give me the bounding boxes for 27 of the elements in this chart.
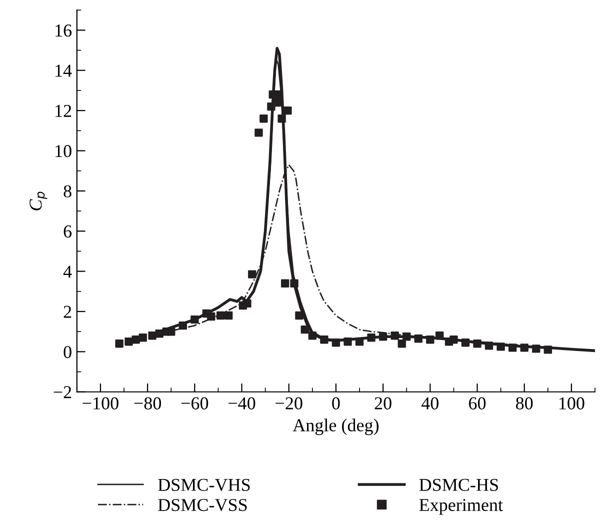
legend-label: DSMC-VSS <box>158 498 247 512</box>
x-tick-label: 40 <box>421 397 438 410</box>
x-tick-label: 0 <box>332 397 340 410</box>
y-axis-title: C$_{p}$ <box>30 192 48 210</box>
legend-label: DSMC-VHS <box>158 478 250 492</box>
y-tick-label: 16 <box>56 24 72 37</box>
x-tick-label: 80 <box>516 397 533 410</box>
y-tick-label: 6 <box>64 225 72 238</box>
x-axis-title: Angle (deg) <box>292 418 379 436</box>
x-tick-label: 20 <box>374 397 392 410</box>
y-tick-label: 0 <box>64 346 72 358</box>
x-tick-label: −60 <box>181 397 208 410</box>
y-tick-label: −2 <box>54 386 72 398</box>
y-tick-label: 4 <box>63 266 72 278</box>
x-tick-label: −100 <box>82 397 118 410</box>
legend-label: DSMC-HS <box>419 478 498 491</box>
x-tick-label: −80 <box>134 397 162 410</box>
x-tick-label: −40 <box>228 397 256 410</box>
x-tick-label: 60 <box>468 397 486 410</box>
y-tick-label: 12 <box>56 104 72 117</box>
x-tick-label: −20 <box>276 397 302 410</box>
y-tick-label: 14 <box>56 64 72 77</box>
legend-label: Experiment <box>419 498 503 515</box>
y-tick-label: 10 <box>56 145 72 158</box>
y-tick-label: 2 <box>64 306 72 318</box>
y-tick-label: 8 <box>64 185 72 198</box>
x-tick-label: 100 <box>559 397 584 410</box>
